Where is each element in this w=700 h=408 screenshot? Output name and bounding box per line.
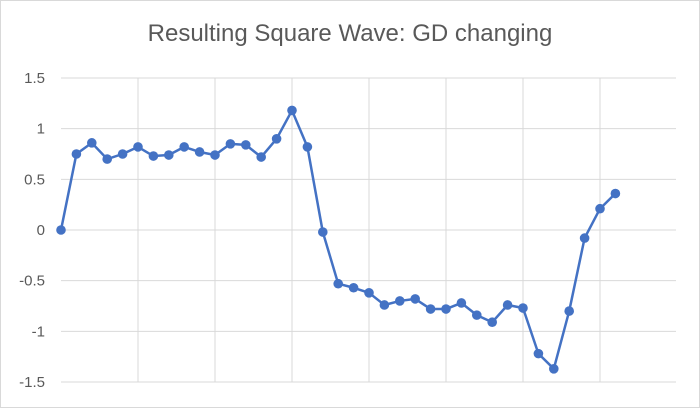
y-tick-label: -1.5 — [19, 374, 45, 391]
data-point — [87, 138, 97, 148]
y-tick-label: 0.5 — [24, 171, 45, 188]
data-point — [425, 304, 436, 314]
data-point — [518, 303, 528, 313]
y-axis-tick-labels: 1.5 1 0.5 0 -0.5 -1 -1.5 — [19, 70, 45, 391]
data-point — [487, 317, 498, 328]
data-point — [133, 142, 143, 152]
y-tick-label: 1 — [37, 121, 45, 138]
data-point — [395, 296, 405, 306]
data-point — [579, 233, 590, 243]
chart-title: Resulting Square Wave: GD changing — [147, 20, 553, 47]
data-point — [210, 150, 220, 160]
data-point — [533, 348, 544, 359]
y-tick-label: 0 — [37, 222, 45, 239]
data-point — [56, 225, 66, 235]
data-point — [71, 149, 82, 159]
data-point — [348, 282, 359, 293]
data-point — [502, 300, 513, 310]
data-point — [194, 147, 205, 157]
data-point — [179, 142, 189, 152]
data-point — [610, 188, 621, 199]
gridlines — [61, 77, 676, 383]
data-point — [456, 298, 467, 308]
data-point — [379, 300, 390, 310]
data-point — [117, 149, 128, 159]
data-point — [441, 304, 451, 314]
data-point — [472, 310, 482, 320]
data-point — [318, 227, 328, 237]
data-point — [287, 105, 297, 116]
data-point — [256, 152, 267, 162]
data-point — [271, 134, 282, 144]
y-tick-label: -0.5 — [19, 273, 45, 290]
data-point — [148, 151, 159, 161]
data-point — [595, 203, 605, 214]
data-point — [225, 139, 236, 149]
y-tick-label: 1.5 — [24, 70, 45, 87]
data-point — [102, 154, 112, 164]
series-line — [59, 109, 617, 371]
data-point — [410, 294, 421, 304]
data-point — [333, 278, 344, 289]
data-point — [241, 140, 251, 150]
series-group — [56, 105, 621, 374]
data-point — [364, 288, 374, 298]
data-point — [164, 150, 174, 160]
data-point — [564, 306, 574, 316]
data-point — [302, 142, 313, 152]
data-point — [549, 364, 559, 374]
y-tick-label: -1 — [32, 323, 45, 340]
